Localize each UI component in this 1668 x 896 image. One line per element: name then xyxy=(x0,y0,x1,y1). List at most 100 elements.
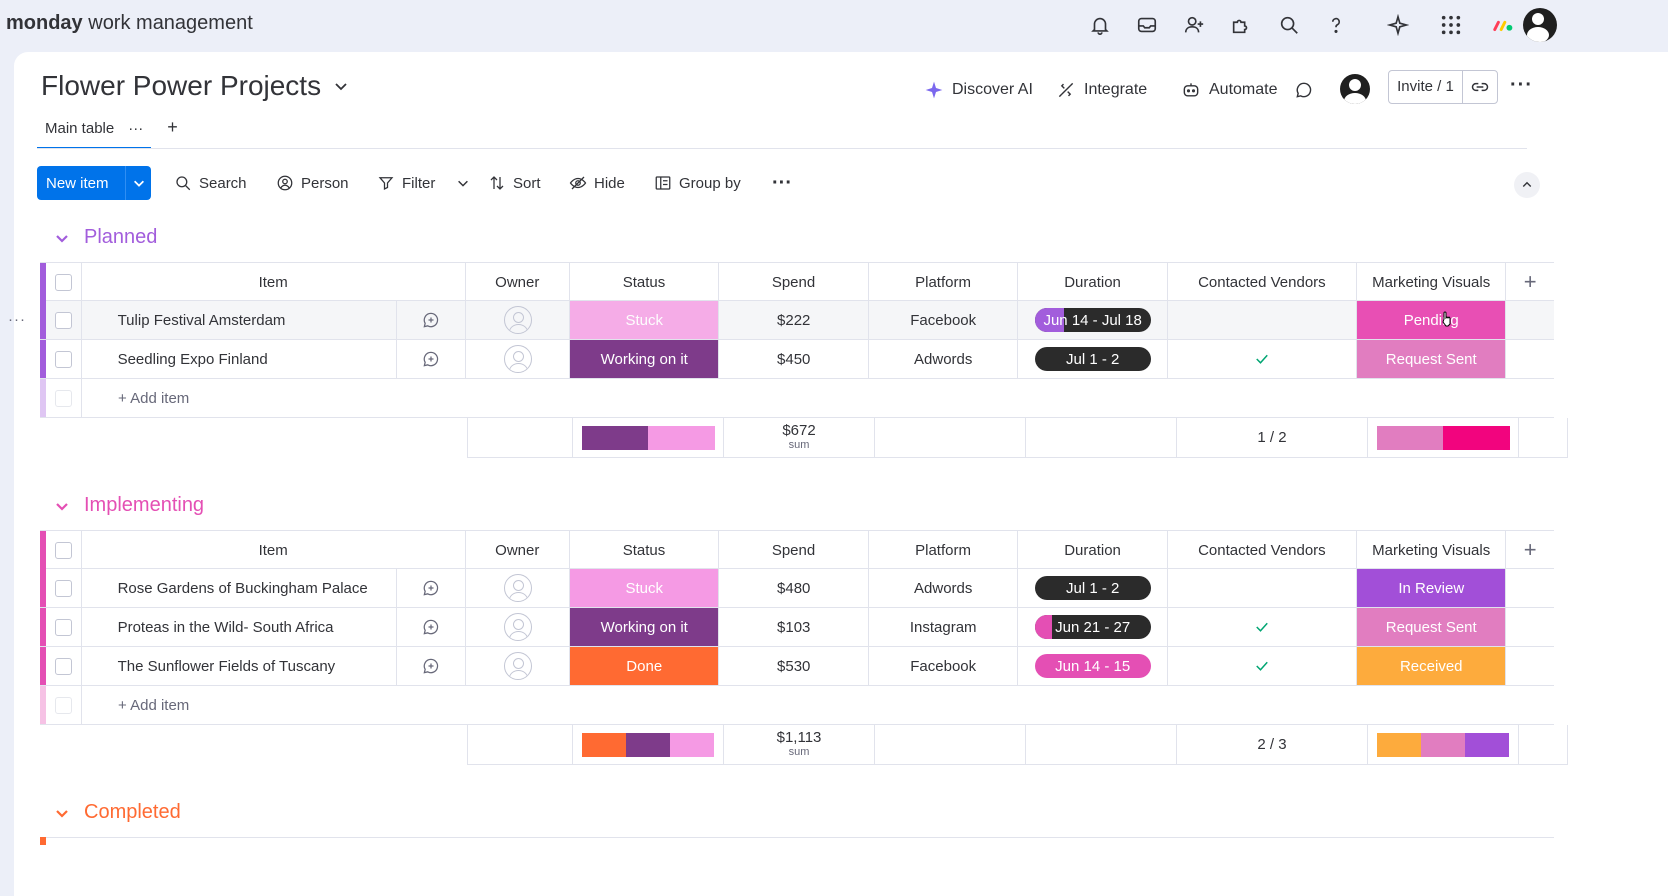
column-header-owner[interactable]: Owner xyxy=(466,531,570,569)
discover-ai-button[interactable]: Discover AI xyxy=(924,74,1033,106)
visuals-label[interactable]: Request Sent xyxy=(1357,608,1506,646)
spend-value[interactable]: $103 xyxy=(719,608,869,646)
column-header-spend[interactable]: Spend xyxy=(719,263,869,301)
add-column-button[interactable]: + xyxy=(1523,537,1537,562)
copy-link-icon[interactable] xyxy=(1463,77,1497,97)
board-more-menu-icon[interactable]: ··· xyxy=(1510,74,1533,96)
chevron-down-icon[interactable] xyxy=(54,230,70,246)
user-avatar[interactable] xyxy=(1523,8,1557,42)
status-distribution-bar[interactable] xyxy=(581,425,715,450)
vendors-checkbox-cell[interactable] xyxy=(1168,569,1357,607)
help-icon[interactable] xyxy=(1323,12,1349,38)
platform-value[interactable]: Facebook xyxy=(869,647,1019,685)
platform-value[interactable]: Adwords xyxy=(869,340,1019,378)
duration-timeline[interactable]: Jun 14 - 15 xyxy=(1034,654,1151,678)
status-label[interactable]: Stuck xyxy=(569,569,719,607)
vendors-checkbox-cell[interactable] xyxy=(1168,608,1357,646)
add-item-row[interactable]: + Add item xyxy=(40,379,1554,418)
toolbar-more-icon[interactable]: ··· xyxy=(772,171,792,194)
visuals-label[interactable]: In Review xyxy=(1357,569,1506,607)
item-name[interactable]: Proteas in the Wild- South Africa xyxy=(82,608,397,646)
spend-value[interactable]: $450 xyxy=(719,340,869,378)
group-title-implementing[interactable]: Implementing xyxy=(54,494,204,517)
item-name[interactable]: Rose Gardens of Buckingham Palace xyxy=(82,569,397,607)
column-header-platform[interactable]: Platform xyxy=(869,531,1019,569)
duration-timeline[interactable]: Jul 1 - 2 xyxy=(1034,347,1151,371)
visuals-distribution-bar[interactable] xyxy=(1376,425,1510,450)
updates-button[interactable] xyxy=(1294,74,1314,106)
column-header-duration[interactable]: Duration xyxy=(1018,263,1168,301)
table-row[interactable]: The Sunflower Fields of Tuscany Done $53… xyxy=(40,647,1554,686)
chevron-down-icon[interactable] xyxy=(54,498,70,514)
person-filter-button[interactable]: Person xyxy=(276,166,349,200)
status-label[interactable]: Done xyxy=(569,647,719,685)
hide-button[interactable]: Hide xyxy=(569,166,625,200)
search-button[interactable]: Search xyxy=(174,166,247,200)
chevron-down-icon[interactable] xyxy=(333,78,349,94)
status-distribution-bar[interactable] xyxy=(581,732,715,757)
chevron-down-icon[interactable] xyxy=(456,176,470,190)
integrate-button[interactable]: Integrate xyxy=(1056,74,1147,106)
owner-avatar-placeholder[interactable] xyxy=(503,345,532,373)
select-all-checkbox[interactable] xyxy=(54,273,72,291)
item-name[interactable]: Seedling Expo Finland xyxy=(82,340,397,378)
add-update-icon[interactable] xyxy=(397,340,467,378)
status-label[interactable]: Working on it xyxy=(569,340,719,378)
row-checkbox[interactable] xyxy=(54,657,72,675)
column-header-owner[interactable]: Owner xyxy=(466,263,570,301)
invite-button[interactable]: Invite / 1 xyxy=(1388,70,1498,104)
column-header-item[interactable]: Item xyxy=(82,263,466,301)
add-update-icon[interactable] xyxy=(397,647,467,685)
app-logo[interactable]: monday work management xyxy=(6,12,253,34)
platform-value[interactable]: Adwords xyxy=(869,569,1019,607)
vendors-checkbox-cell[interactable] xyxy=(1168,301,1357,339)
spend-value[interactable]: $480 xyxy=(719,569,869,607)
sort-button[interactable]: Sort xyxy=(488,166,541,200)
table-row[interactable]: Rose Gardens of Buckingham Palace Stuck … xyxy=(40,569,1554,608)
column-header-duration[interactable]: Duration xyxy=(1018,531,1168,569)
duration-timeline[interactable]: Jul 1 - 2 xyxy=(1034,576,1151,600)
add-item-input[interactable]: + Add item xyxy=(118,389,190,407)
new-item-button[interactable]: New item xyxy=(37,166,151,200)
add-view-button[interactable]: + xyxy=(167,117,178,137)
chevron-down-icon[interactable] xyxy=(125,166,151,200)
duration-timeline[interactable]: Jun 14 - Jul 18 xyxy=(1034,308,1151,332)
add-item-input[interactable]: + Add item xyxy=(118,696,190,714)
add-update-icon[interactable] xyxy=(397,608,467,646)
chevron-down-icon[interactable] xyxy=(54,805,70,821)
add-update-icon[interactable] xyxy=(397,569,467,607)
owner-avatar-placeholder[interactable] xyxy=(503,306,532,334)
row-checkbox[interactable] xyxy=(54,350,72,368)
row-checkbox[interactable] xyxy=(54,579,72,597)
app-grid-icon[interactable] xyxy=(1438,12,1464,38)
add-update-icon[interactable] xyxy=(397,301,467,339)
column-header-visuals[interactable]: Marketing Visuals xyxy=(1357,531,1507,569)
column-header-status[interactable]: Status xyxy=(570,531,720,569)
board-title[interactable]: Flower Power Projects xyxy=(41,70,349,102)
collapse-header-button[interactable] xyxy=(1514,172,1540,198)
owner-avatar-placeholder[interactable] xyxy=(503,613,532,641)
owner-avatar-placeholder[interactable] xyxy=(503,574,532,602)
visuals-label[interactable]: Received xyxy=(1357,647,1506,685)
column-header-status[interactable]: Status xyxy=(570,263,720,301)
add-column-button[interactable]: + xyxy=(1523,269,1537,294)
visuals-label[interactable]: Pending xyxy=(1357,301,1506,339)
group-by-button[interactable]: Group by xyxy=(654,166,741,200)
ai-sparkle-icon[interactable] xyxy=(1385,12,1411,38)
column-header-spend[interactable]: Spend xyxy=(719,531,869,569)
invite-label[interactable]: Invite / 1 xyxy=(1389,71,1463,103)
automate-button[interactable]: Automate xyxy=(1181,74,1277,106)
invite-members-icon[interactable] xyxy=(1181,12,1207,38)
vendors-checkbox-cell[interactable] xyxy=(1168,340,1357,378)
table-row[interactable]: Proteas in the Wild- South Africa Workin… xyxy=(40,608,1554,647)
tab-main-table[interactable]: Main table ··· xyxy=(37,118,152,149)
tab-more-icon[interactable]: ··· xyxy=(128,120,144,137)
table-row[interactable]: ··· Tulip Festival Amsterdam Stuck $222 … xyxy=(8,301,1554,340)
status-label[interactable]: Stuck xyxy=(569,301,719,339)
search-icon[interactable] xyxy=(1276,12,1302,38)
monday-logo-icon[interactable] xyxy=(1490,12,1516,38)
group-title-planned[interactable]: Planned xyxy=(54,226,157,249)
filter-button[interactable]: Filter xyxy=(377,166,470,200)
apps-puzzle-icon[interactable] xyxy=(1228,12,1254,38)
column-header-visuals[interactable]: Marketing Visuals xyxy=(1357,263,1507,301)
